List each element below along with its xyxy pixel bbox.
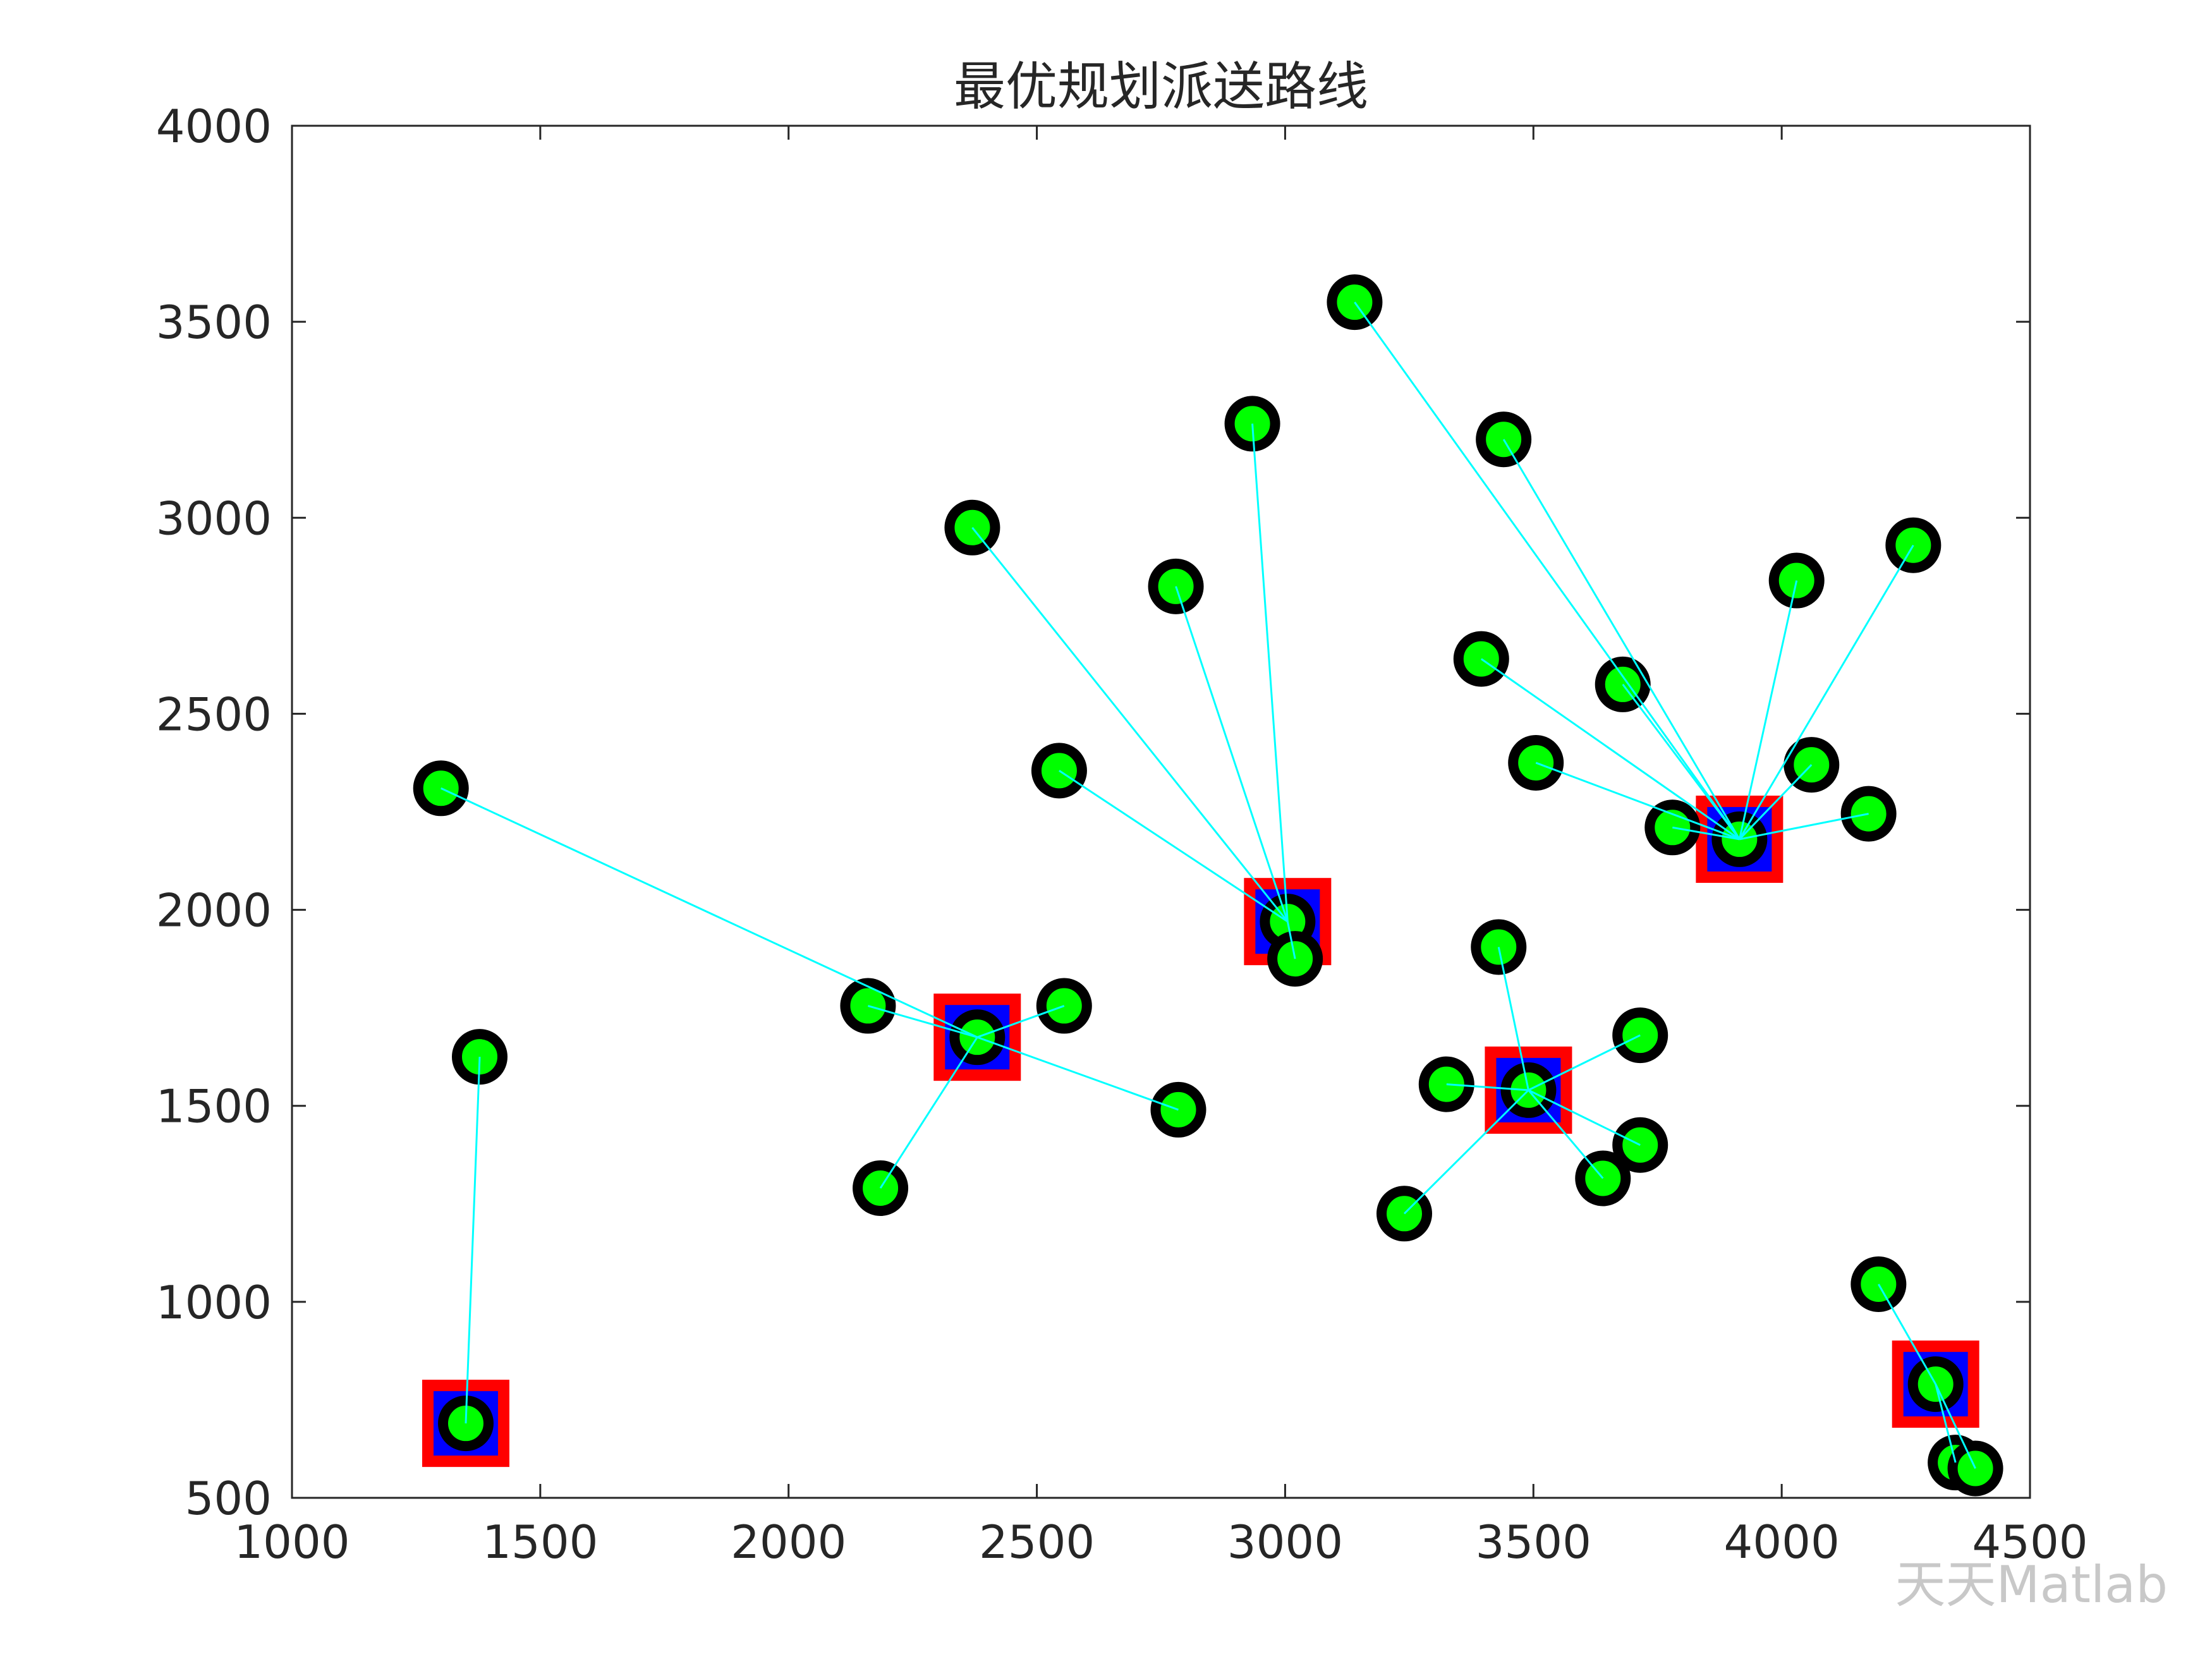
route-line — [976, 1036, 1179, 1111]
x-tick-label: 1500 — [482, 1516, 598, 1569]
y-tick-label: 3000 — [156, 492, 272, 545]
customer-point — [1327, 274, 1383, 331]
route-line — [1403, 1089, 1529, 1215]
route-line — [1622, 684, 1741, 840]
route-line — [1528, 1089, 1604, 1179]
route-line — [976, 1005, 1065, 1038]
x-tick-label: 4000 — [1724, 1516, 1840, 1569]
chart-title: 最优规划派送路线 — [954, 57, 1368, 117]
y-tick-label: 4000 — [156, 100, 272, 153]
y-tick-label: 2000 — [156, 884, 272, 937]
route-line — [1535, 762, 1740, 841]
route-line — [1251, 423, 1289, 922]
route-line — [1446, 1083, 1529, 1091]
route-line — [1059, 770, 1289, 923]
y-tick-label: 1000 — [156, 1276, 272, 1329]
route-line — [868, 1005, 978, 1038]
route-line — [1739, 813, 1869, 841]
route-line — [1175, 586, 1289, 922]
watermark: 天天Matlab — [1895, 1555, 2168, 1614]
route-line — [465, 1057, 481, 1424]
route-line — [1497, 947, 1529, 1091]
y-tick-label: 3500 — [156, 296, 272, 349]
route-line — [1738, 580, 1798, 840]
route-line — [971, 526, 1289, 923]
route-line — [441, 787, 978, 1038]
route-line — [879, 1036, 978, 1189]
axes-box — [291, 125, 2031, 1499]
route-line — [1739, 544, 1914, 840]
y-tick-label: 2500 — [156, 688, 272, 741]
route-line — [1935, 1383, 1957, 1463]
x-tick-label: 1000 — [234, 1516, 349, 1569]
x-tick-label: 3500 — [1476, 1516, 1591, 1569]
y-tick-label: 1500 — [156, 1080, 272, 1133]
route-line — [1739, 764, 1813, 840]
x-tick-label: 3000 — [1227, 1516, 1343, 1569]
x-tick-label: 2000 — [731, 1516, 846, 1569]
x-tick-label: 4500 — [1972, 1516, 2087, 1569]
route-line — [1672, 826, 1740, 841]
route-line — [1528, 1034, 1641, 1091]
route-line — [1878, 1284, 1937, 1385]
x-tick-label: 2500 — [979, 1516, 1095, 1569]
route-line — [1354, 301, 1741, 840]
route-line — [1480, 658, 1741, 841]
route-line — [1935, 1383, 1976, 1469]
route-line — [1286, 921, 1296, 959]
y-tick-label: 500 — [185, 1472, 272, 1525]
route-line — [1528, 1089, 1641, 1146]
route-line — [1502, 439, 1741, 840]
